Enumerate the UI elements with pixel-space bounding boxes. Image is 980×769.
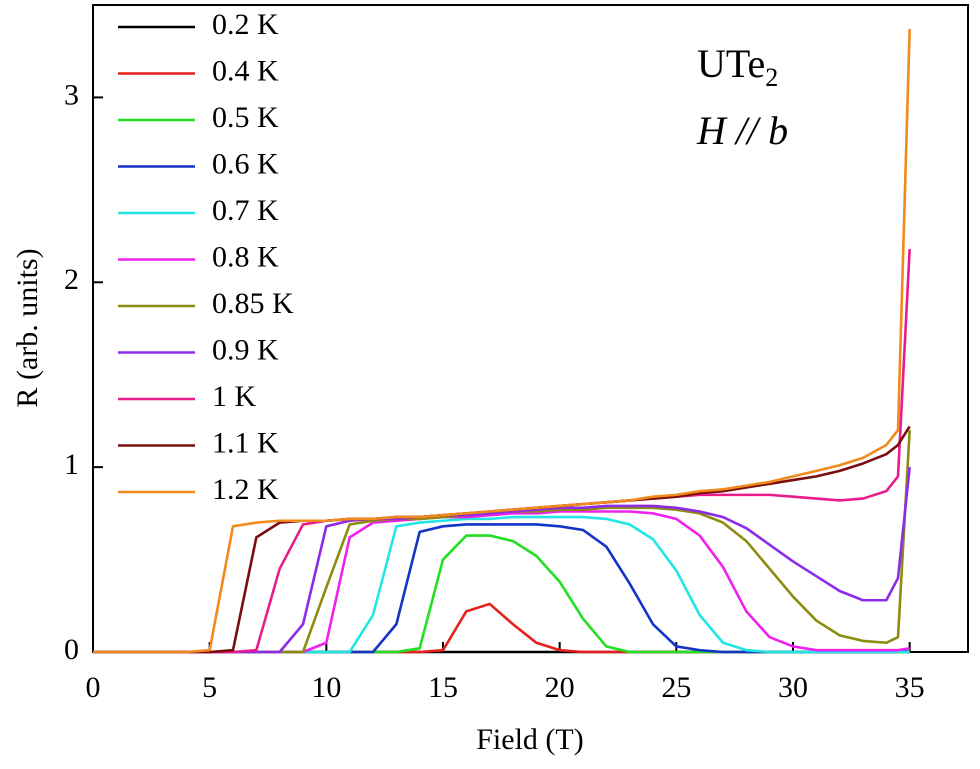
legend-label: 0.8 K bbox=[212, 240, 279, 273]
legend-label: 0.7 K bbox=[212, 194, 279, 227]
x-tick-label: 10 bbox=[311, 671, 341, 704]
legend-label: 0.85 K bbox=[212, 287, 294, 320]
x-tick-label: 0 bbox=[86, 671, 101, 704]
y-tick-label: 0 bbox=[64, 633, 79, 666]
legend-label: 0.5 K bbox=[212, 101, 279, 134]
x-tick-label: 5 bbox=[202, 671, 217, 704]
data-line bbox=[93, 28, 911, 654]
annotation: UTe2 bbox=[697, 41, 778, 92]
legend-label: 0.6 K bbox=[212, 147, 279, 180]
data-line bbox=[93, 510, 910, 654]
x-tick-label: 25 bbox=[661, 671, 691, 704]
x-tick-label: 20 bbox=[545, 671, 575, 704]
x-tick-label: 35 bbox=[895, 671, 925, 704]
legend-label: 1 K bbox=[212, 380, 257, 413]
annotation-subscript: 2 bbox=[765, 63, 778, 92]
legend-label: 0.2 K bbox=[212, 8, 279, 41]
annotation: H // b bbox=[696, 108, 788, 153]
y-tick-label: 2 bbox=[64, 263, 79, 296]
y-tick-label: 3 bbox=[64, 78, 79, 111]
x-tick-label: 15 bbox=[428, 671, 458, 704]
y-axis-title: R (arb. units) bbox=[11, 248, 44, 407]
legend-label: 0.4 K bbox=[212, 54, 279, 87]
data-line bbox=[93, 534, 910, 654]
x-tick-label: 30 bbox=[778, 671, 808, 704]
x-axis-title: Field (T) bbox=[476, 723, 583, 756]
annotation-text: UTe bbox=[697, 41, 765, 86]
legend-label: 0.9 K bbox=[212, 333, 279, 366]
y-tick-label: 1 bbox=[64, 448, 79, 481]
legend-label: 1.1 K bbox=[212, 426, 279, 459]
legend-label: 1.2 K bbox=[212, 473, 279, 506]
